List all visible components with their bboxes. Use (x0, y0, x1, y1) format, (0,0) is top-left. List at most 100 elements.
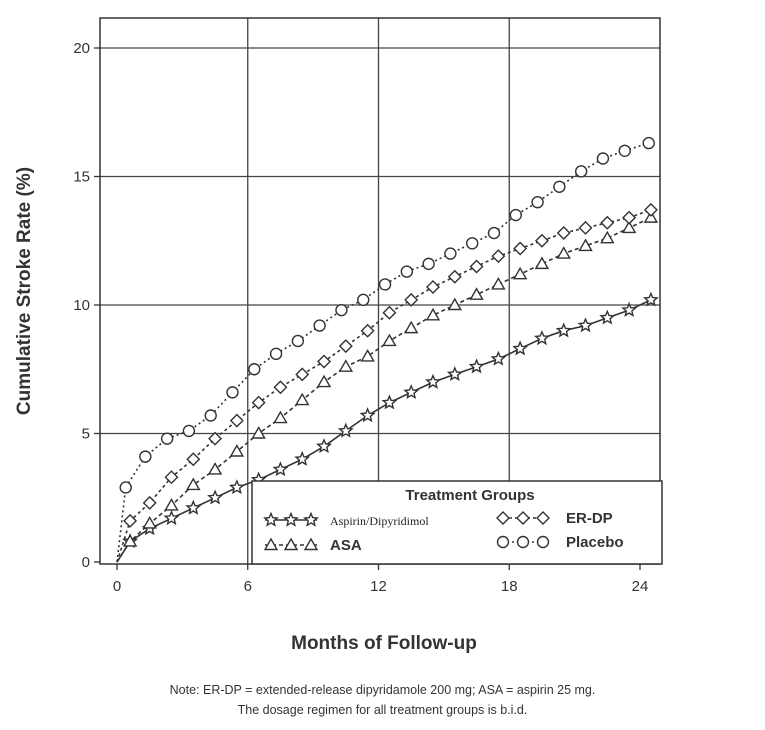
legend-label: ASA (330, 537, 362, 554)
legend-label: ER-DP (566, 510, 613, 527)
data-point (578, 238, 593, 252)
data-point (531, 195, 544, 209)
data-point (316, 374, 332, 388)
data-point (600, 215, 615, 230)
series-star (116, 291, 659, 563)
x-axis-ticks: 0 6 12 18 24 (113, 564, 648, 595)
data-point (512, 266, 528, 280)
data-point (164, 498, 179, 511)
data-point (403, 384, 420, 400)
legend-marker (516, 511, 530, 525)
data-point (226, 386, 239, 399)
data-point (425, 280, 440, 294)
legend-marker (263, 511, 279, 527)
data-point (425, 307, 441, 321)
data-point (512, 340, 529, 356)
legend-item-circle: Placebo (496, 534, 624, 551)
data-point (596, 152, 610, 165)
y-tick-label: 5 (82, 426, 90, 443)
legend-marker (263, 537, 279, 551)
legend-item-diamond: ER-DP (496, 510, 613, 527)
data-point (294, 450, 311, 466)
data-point (316, 438, 332, 454)
data-point (642, 291, 659, 307)
footnote-line-1: Note: ER-DP = extended-release dipyridam… (169, 683, 596, 697)
data-point (555, 322, 572, 338)
data-point (338, 359, 354, 372)
data-point (182, 424, 196, 438)
data-point (469, 287, 484, 300)
data-point (295, 367, 310, 382)
data-point (382, 305, 397, 320)
data-point (487, 226, 501, 240)
data-point (273, 410, 288, 424)
series-circle (116, 136, 655, 563)
data-point (313, 319, 326, 332)
data-point (273, 380, 288, 395)
data-point (139, 450, 152, 463)
data-point (204, 409, 217, 422)
data-point (382, 333, 397, 347)
y-axis-ticks: 0 5 10 15 20 (73, 40, 100, 571)
legend-marker (303, 511, 319, 527)
data-point (553, 180, 566, 193)
legend: Treatment Groups Aspirin/Dipyridimol ASA E… (251, 480, 663, 565)
legend-label: Placebo (566, 534, 624, 551)
data-point (228, 479, 245, 495)
data-point (556, 246, 571, 259)
legend-marker (496, 535, 510, 549)
data-point (577, 317, 594, 333)
x-tick-label: 12 (370, 578, 387, 595)
series-diamond (116, 202, 658, 563)
data-point (556, 226, 571, 241)
data-point (513, 241, 528, 256)
data-point (207, 489, 223, 505)
legend-marker (303, 537, 319, 551)
data-point (643, 202, 658, 217)
grid-lines (100, 18, 660, 564)
data-point (422, 257, 435, 271)
data-point (447, 297, 462, 311)
stroke-rate-chart: 0 5 10 15 20 0 6 12 18 24 Cumulative Stroke Rate… (14, 17, 663, 654)
data-point (491, 249, 506, 264)
data-point (119, 481, 132, 494)
data-point (142, 495, 157, 510)
data-point (490, 350, 507, 366)
data-point (123, 513, 138, 528)
y-tick-label: 20 (73, 40, 90, 57)
data-point (337, 422, 354, 438)
data-point (404, 292, 419, 307)
data-point (444, 247, 457, 260)
data-point (622, 210, 637, 225)
data-point (425, 373, 441, 389)
data-point (164, 470, 179, 485)
data-point (142, 516, 157, 529)
data-point (207, 462, 223, 475)
footnote-line-2: The dosage regimen for all treatment gro… (237, 703, 528, 717)
data-point (534, 330, 550, 346)
data-point (335, 303, 348, 317)
legend-item-triangle: ASA (263, 537, 362, 554)
data-point (466, 237, 479, 250)
data-point (447, 269, 462, 284)
legend-items: Aspirin/Dipyridimol ASA ER-DP Placebo (263, 510, 624, 554)
data-point (229, 444, 245, 457)
legend-label: Aspirin/Dipyridimol (330, 514, 429, 528)
data-point (208, 431, 223, 446)
x-tick-label: 0 (113, 578, 121, 595)
data-point (269, 347, 283, 361)
y-tick-label: 10 (73, 297, 90, 314)
data-point (186, 477, 201, 491)
series-triangle (116, 210, 659, 563)
y-tick-label: 15 (73, 169, 90, 186)
data-point (122, 534, 138, 547)
data-point (618, 144, 631, 158)
data-point (534, 256, 550, 270)
data-point (621, 301, 638, 317)
data-point (469, 259, 484, 274)
data-point (403, 320, 419, 334)
data-point (381, 394, 398, 410)
y-tick-label: 0 (82, 554, 90, 571)
data-point (359, 407, 376, 423)
legend-item-star: Aspirin/Dipyridimol (263, 511, 429, 528)
